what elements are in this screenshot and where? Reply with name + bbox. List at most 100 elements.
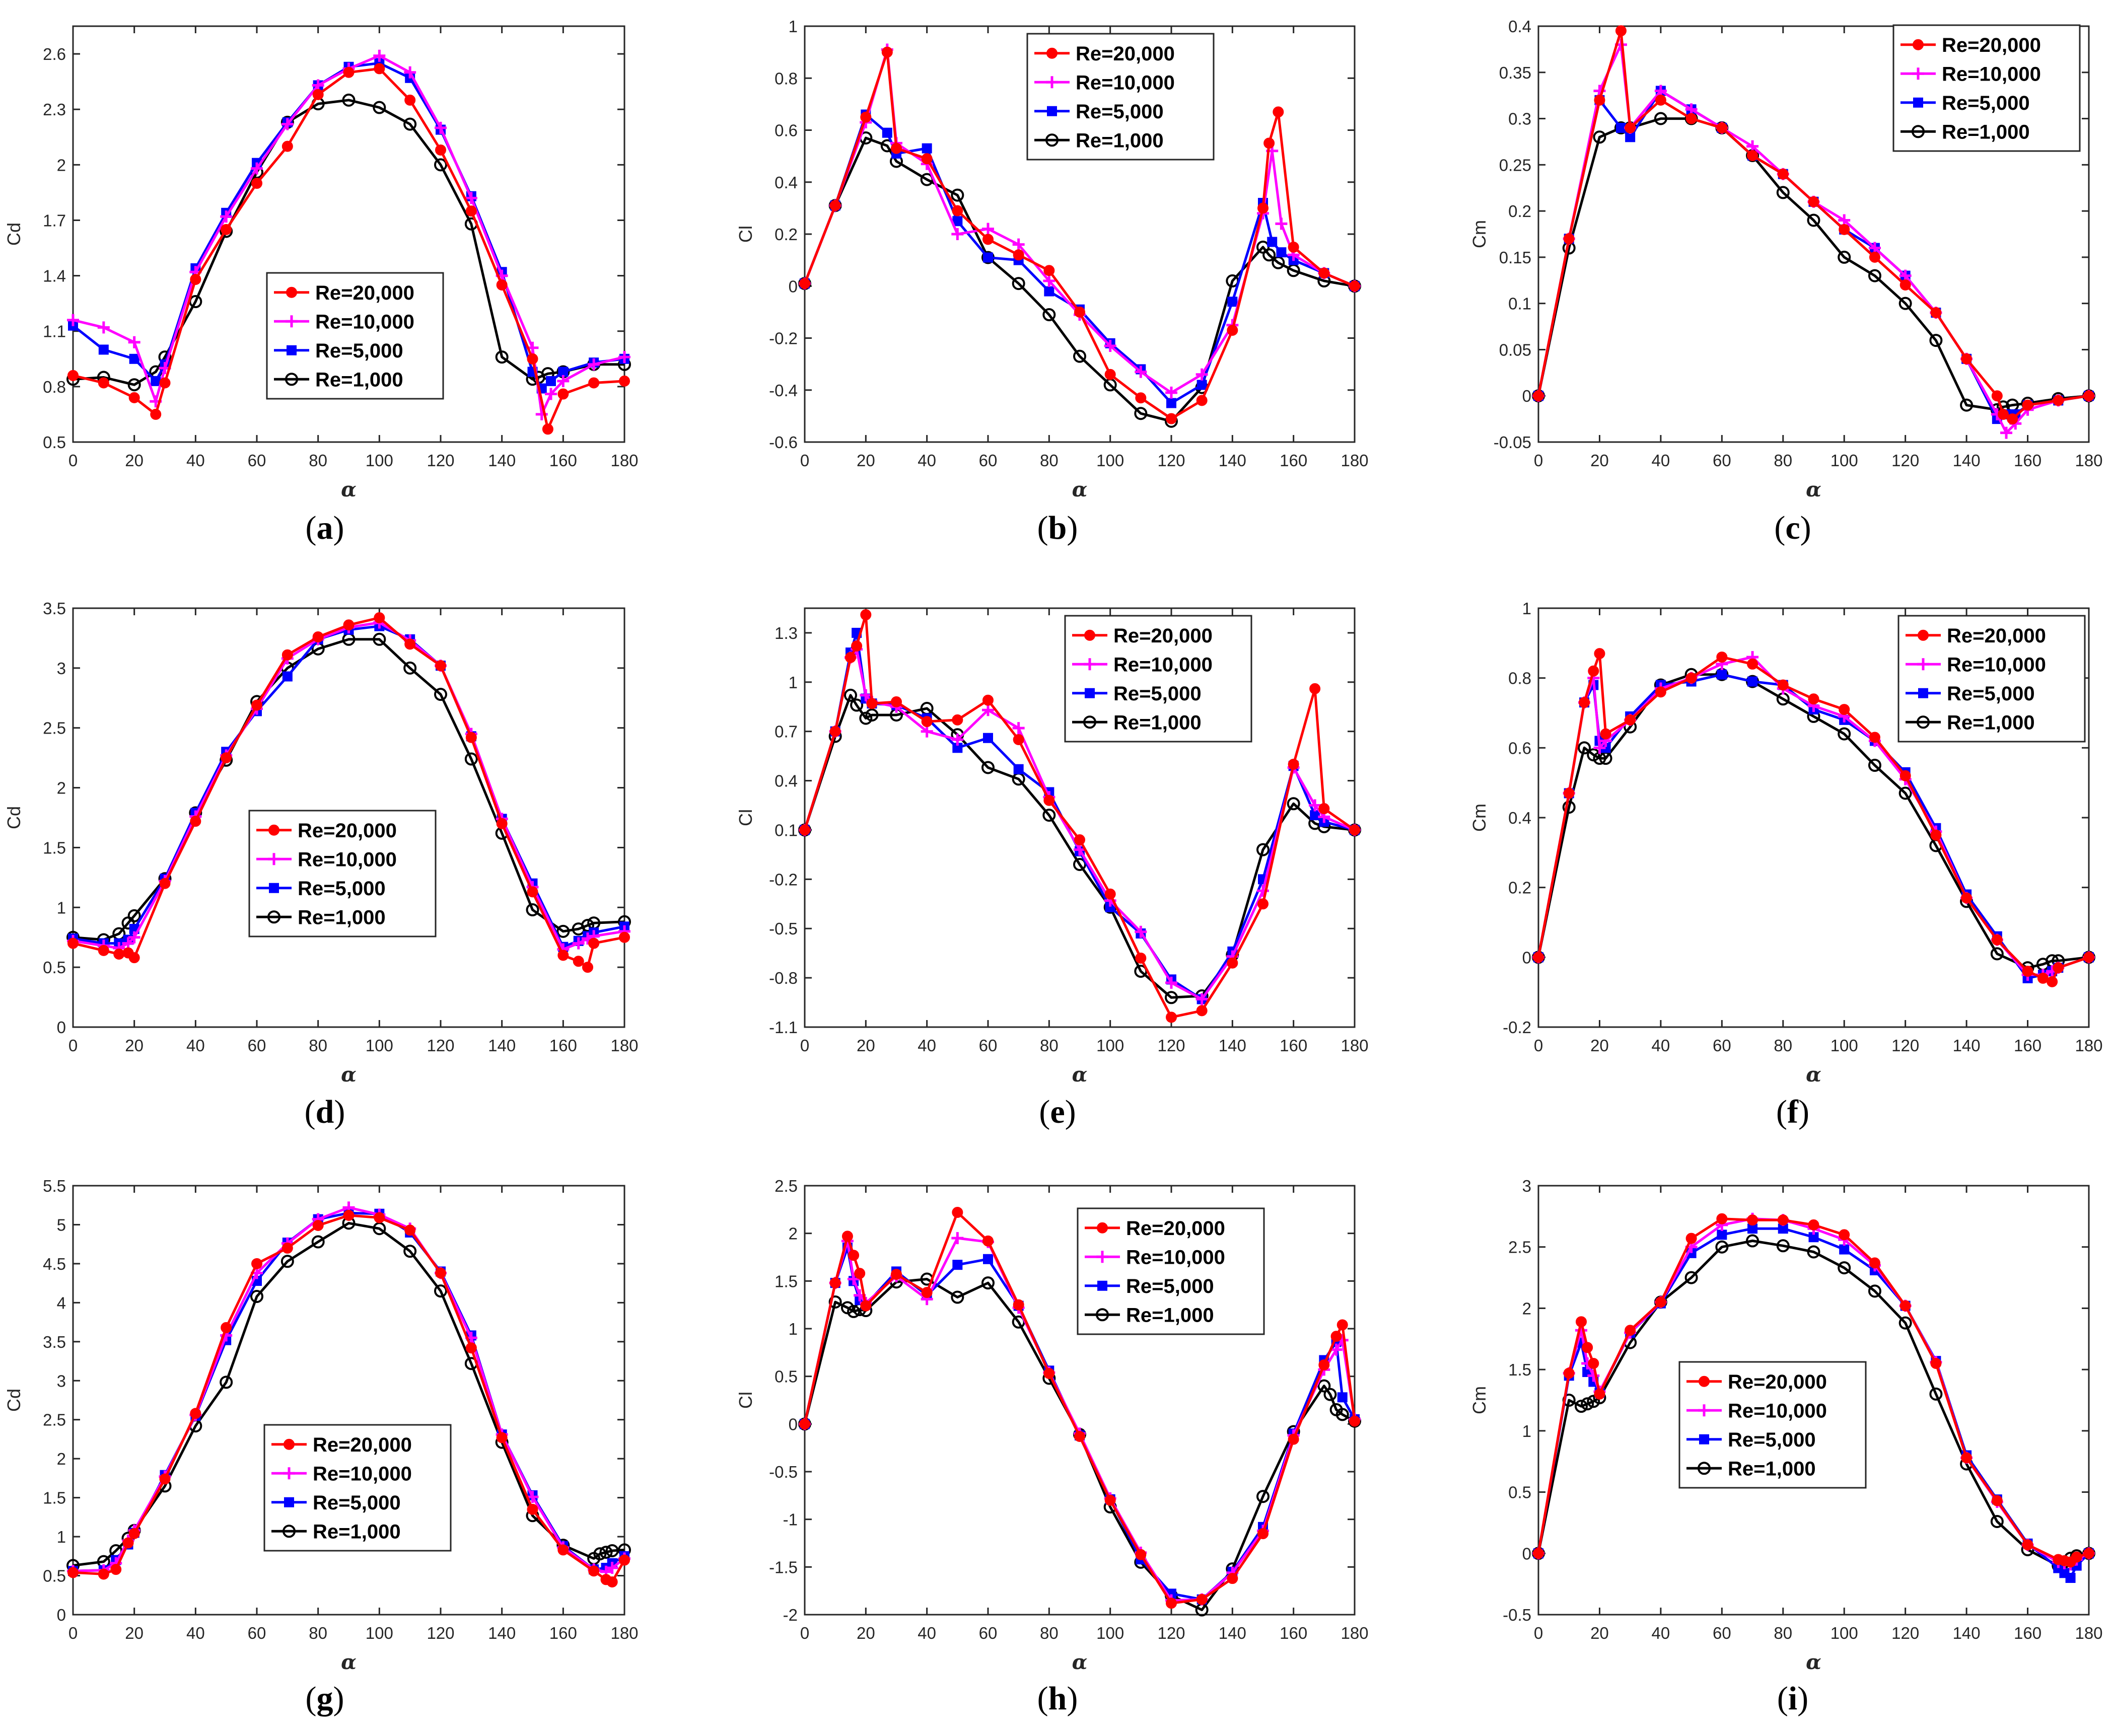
legend-marker (267, 910, 280, 924)
legend-label: Re=20,000 (315, 282, 414, 304)
data-point (860, 689, 872, 701)
data-point (221, 224, 232, 235)
legend-label: Re=20,000 (313, 1434, 412, 1456)
y-tick-label: 4 (57, 1293, 66, 1312)
series-Re=20,000 (799, 46, 1360, 424)
legend-label: Re=5,000 (1076, 101, 1164, 123)
legend-marker (1097, 1222, 1108, 1234)
data-point (982, 234, 994, 245)
data-point (496, 818, 508, 829)
x-tick-label: 0 (800, 451, 809, 470)
data-point (1899, 1300, 1911, 1312)
x-tick-label: 180 (610, 451, 638, 470)
x-tick-label: 80 (1774, 1036, 1792, 1055)
x-tick-label: 140 (1219, 451, 1246, 470)
data-point (281, 118, 294, 130)
y-tick-label: 0.5 (1508, 1483, 1531, 1502)
data-point (1309, 799, 1321, 812)
data-point (1196, 395, 1208, 406)
legend-marker (268, 824, 279, 836)
legend-label: Re=20,000 (1113, 625, 1213, 647)
y-tick-label: 0.6 (1508, 739, 1531, 757)
data-point (2007, 413, 2018, 425)
data-point (403, 117, 417, 131)
data-point (1747, 1223, 1758, 1234)
data-point (605, 1544, 619, 1557)
y-tick-label: 0.5 (43, 433, 66, 452)
x-axis-label: α (1072, 1650, 1088, 1674)
y-tick-label: -0.5 (769, 1463, 798, 1481)
y-tick-label: 3 (1522, 1177, 1531, 1195)
legend-label: Re=1,000 (1942, 121, 2030, 143)
data-point (847, 1305, 861, 1318)
data-point (1135, 925, 1147, 938)
x-tick-label: 60 (979, 1624, 998, 1642)
data-point (952, 205, 963, 216)
data-point (129, 353, 139, 364)
data-point (1104, 1494, 1116, 1506)
data-point (606, 1576, 618, 1587)
data-point (1991, 390, 2003, 402)
legend-marker (1097, 1280, 1107, 1291)
data-point (1716, 652, 1728, 663)
data-point (581, 918, 594, 932)
series-Re=20,000 (1533, 648, 2094, 987)
y-tick-label: -1 (783, 1510, 798, 1529)
x-axis-label: α (341, 1063, 357, 1087)
data-point (1929, 1387, 1943, 1401)
chart-panel-f: 0 20 40 60 80 100 120 140 160 180-0.200.20.40.60.… (1469, 599, 2103, 1130)
data-point (495, 350, 509, 364)
data-point (1013, 764, 1024, 774)
y-tick-label: 4.5 (43, 1255, 66, 1273)
data-point (1317, 1379, 1331, 1393)
data-point (1318, 267, 1330, 279)
data-point (1654, 112, 1667, 125)
legend-marker (1085, 688, 1095, 698)
data-point (1593, 742, 1606, 754)
legend-label: Re=20,000 (1076, 43, 1175, 65)
data-point (465, 205, 477, 217)
data-point (829, 726, 841, 737)
data-point (1838, 727, 1851, 741)
data-point (221, 752, 232, 764)
data-point (151, 376, 161, 386)
data-point (122, 1537, 134, 1549)
data-point (799, 824, 810, 836)
legend-marker (1083, 715, 1096, 729)
data-point (1256, 1490, 1270, 1503)
legend-marker (1912, 67, 1924, 80)
legend-marker (283, 1525, 296, 1538)
legend: Re=20,000 Re=10,000 Re=5,000 Re=1,000 (1678, 1361, 1867, 1489)
data-point (1777, 679, 1789, 691)
data-point (312, 89, 324, 100)
y-tick-label: -0.6 (769, 433, 798, 452)
data-point (1991, 934, 2003, 946)
x-tick-label: 80 (1040, 451, 1059, 470)
data-point (1625, 714, 1636, 726)
data-point (312, 631, 324, 643)
x-tick-label: 40 (918, 1624, 936, 1642)
x-tick-label: 100 (366, 1036, 393, 1055)
data-point (1135, 392, 1147, 404)
data-point (557, 375, 570, 387)
data-point (921, 716, 933, 728)
data-point (1588, 1357, 1599, 1369)
legend-marker (1912, 125, 1925, 138)
data-point (1267, 237, 1278, 247)
data-point (434, 688, 447, 701)
data-point (1655, 94, 1666, 106)
x-axis-label: α (341, 1650, 357, 1674)
series-Re=20,000 (67, 63, 630, 435)
data-point (2022, 399, 2033, 411)
data-point (1288, 241, 1299, 253)
data-point (860, 111, 872, 123)
data-point (1747, 658, 1758, 670)
data-point (220, 1376, 233, 1389)
y-tick-label: 0.6 (775, 121, 798, 140)
data-point (435, 1267, 446, 1279)
data-point (373, 632, 386, 646)
data-point (1747, 676, 1758, 687)
y-axis-label: Cl (735, 226, 756, 243)
data-point (526, 903, 539, 917)
